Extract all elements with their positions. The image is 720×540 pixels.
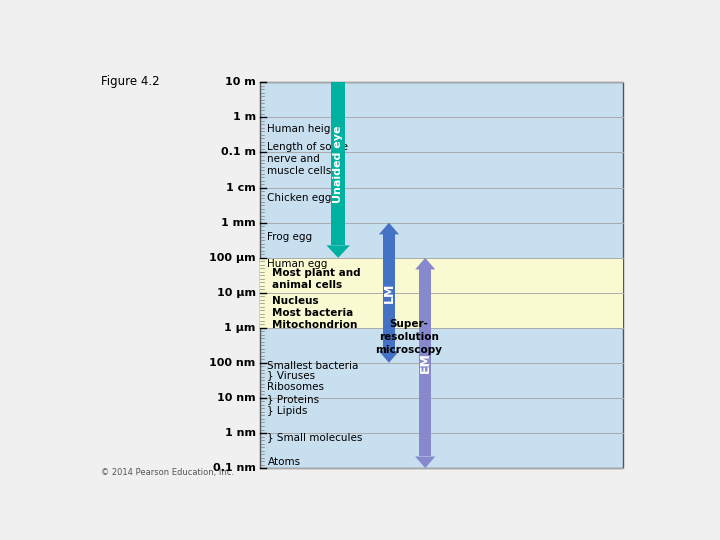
Polygon shape xyxy=(419,269,431,456)
Text: Chicken egg: Chicken egg xyxy=(267,193,332,203)
Text: Smallest bacteria: Smallest bacteria xyxy=(267,361,359,372)
Text: Figure 4.2: Figure 4.2 xyxy=(101,75,160,88)
Text: 10 nm: 10 nm xyxy=(217,393,256,403)
Polygon shape xyxy=(326,245,350,258)
Polygon shape xyxy=(379,351,399,363)
Text: 10 μm: 10 μm xyxy=(217,288,256,298)
Polygon shape xyxy=(415,258,436,269)
Text: Frog egg: Frog egg xyxy=(267,232,312,241)
Text: 0.1 m: 0.1 m xyxy=(221,147,256,158)
Text: Nucleus
Most bacteria
Mitochondrion: Nucleus Most bacteria Mitochondrion xyxy=(272,295,358,329)
Text: Length of some
nerve and
muscle cells: Length of some nerve and muscle cells xyxy=(267,143,348,177)
Text: 1 mm: 1 mm xyxy=(221,218,256,228)
Text: EM: EM xyxy=(419,353,432,374)
Text: 0.1 nm: 0.1 nm xyxy=(213,463,256,473)
Text: } Viruses: } Viruses xyxy=(267,370,315,380)
Text: Most plant and
animal cells: Most plant and animal cells xyxy=(272,268,361,290)
Text: 1 μm: 1 μm xyxy=(225,323,256,333)
Text: 1 m: 1 m xyxy=(233,112,256,123)
Text: Human egg: Human egg xyxy=(267,259,328,269)
Text: © 2014 Pearson Education, Inc.: © 2014 Pearson Education, Inc. xyxy=(101,468,234,477)
Text: Unaided eye: Unaided eye xyxy=(333,125,343,202)
Text: 100 μm: 100 μm xyxy=(209,253,256,263)
Text: 1 nm: 1 nm xyxy=(225,428,256,438)
Polygon shape xyxy=(331,82,346,245)
Polygon shape xyxy=(383,234,395,351)
Text: Human height: Human height xyxy=(267,124,341,134)
Text: 1 cm: 1 cm xyxy=(226,183,256,193)
Bar xyxy=(260,258,623,328)
Text: 100 nm: 100 nm xyxy=(210,358,256,368)
Text: Atoms: Atoms xyxy=(267,457,300,467)
Polygon shape xyxy=(379,222,399,234)
Text: Super-
resolution
microscopy: Super- resolution microscopy xyxy=(375,319,442,355)
Bar xyxy=(260,82,623,468)
Text: } Proteins
} Lipids: } Proteins } Lipids xyxy=(267,394,320,416)
Polygon shape xyxy=(415,456,436,468)
Text: 10 m: 10 m xyxy=(225,77,256,87)
Text: LM: LM xyxy=(382,282,395,303)
Text: } Small molecules: } Small molecules xyxy=(267,432,363,442)
Text: Ribosomes: Ribosomes xyxy=(267,382,325,392)
